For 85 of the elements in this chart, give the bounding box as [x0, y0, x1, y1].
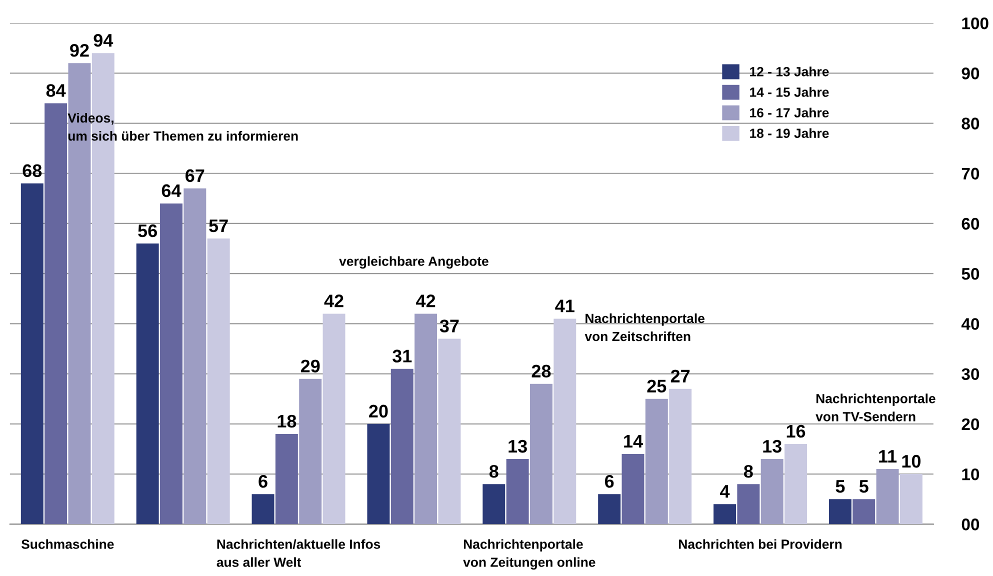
bar — [737, 484, 760, 524]
bar — [390, 368, 414, 524]
data-label: 25 — [647, 380, 666, 393]
x-tick-label: Nachrichten bei Providern — [679, 539, 842, 549]
data-label: 4 — [720, 485, 730, 498]
bar — [482, 484, 506, 524]
y-tick-label: 90 — [962, 68, 980, 80]
data-label: 11 — [879, 450, 897, 463]
x-tick-label: Suchmaschine — [21, 539, 114, 549]
bar — [252, 494, 274, 524]
bar — [44, 103, 68, 524]
bar — [20, 183, 44, 524]
data-label: 10 — [902, 454, 920, 468]
bar — [367, 424, 390, 524]
x-tick-label: Nachrichtenportale von Zeitschriften — [584, 313, 705, 342]
bar — [760, 459, 784, 524]
legend-label: 12 - 13 Jahre — [750, 66, 829, 76]
data-label: 27 — [670, 370, 690, 382]
x-tick-label: Nachrichtenportale von TV-Sendern — [816, 394, 936, 422]
bar — [669, 388, 692, 524]
legend-label: 16 - 17 Jahre — [750, 108, 829, 118]
bar — [322, 314, 346, 524]
y-tick-label: 20 — [962, 418, 980, 430]
data-label: 29 — [300, 360, 320, 372]
y-tick-label: 60 — [962, 218, 980, 230]
data-label: 68 — [22, 164, 42, 178]
bar — [622, 454, 644, 524]
data-label: 64 — [162, 184, 182, 198]
data-label: 16 — [786, 424, 806, 438]
data-label: 20 — [369, 404, 388, 418]
x-tick-label: Nachrichten/aktuelle Infos aus aller Welt — [216, 539, 380, 567]
legend-label: 14 - 15 Jahre — [750, 87, 829, 97]
bar — [554, 318, 576, 524]
x-tick-label: Videos, um sich über Themen zu informieren — [68, 112, 298, 141]
data-label: 6 — [604, 474, 614, 488]
bar — [184, 188, 206, 524]
data-label: 13 — [508, 440, 527, 453]
data-label: 41 — [555, 300, 574, 312]
data-label: 94 — [94, 34, 114, 47]
bar — [438, 338, 461, 524]
bar — [876, 469, 899, 524]
data-label: 42 — [416, 294, 436, 308]
data-label: 67 — [186, 169, 204, 182]
data-label: 56 — [138, 224, 157, 238]
data-label: 8 — [489, 464, 498, 478]
y-tick-label: 50 — [962, 268, 980, 280]
data-label: 13 — [763, 440, 782, 453]
y-tick-label: 00 — [962, 518, 980, 530]
data-label: 6 — [258, 474, 268, 488]
data-label: 28 — [532, 364, 551, 378]
bar — [900, 474, 922, 524]
x-tick-label: vergleichbare Angebote — [339, 256, 488, 269]
bar — [598, 494, 621, 524]
bar — [784, 444, 808, 524]
y-tick-label: 80 — [962, 118, 980, 130]
data-label: 8 — [744, 464, 753, 478]
data-label: 57 — [209, 220, 228, 232]
data-label: 42 — [324, 294, 344, 308]
y-tick-label: 30 — [962, 368, 980, 380]
bar — [275, 434, 298, 524]
data-label: 84 — [46, 84, 66, 97]
bar — [414, 314, 438, 524]
data-label: 92 — [70, 44, 89, 57]
data-label: 31 — [392, 350, 412, 362]
bar — [852, 499, 876, 524]
bar — [828, 499, 852, 524]
bar — [299, 378, 322, 524]
bar — [160, 203, 182, 524]
bar — [714, 504, 736, 524]
y-tick-label: 40 — [961, 318, 980, 330]
data-label: 37 — [440, 320, 459, 332]
data-label: 14 — [624, 435, 643, 448]
legend-label: 18 - 19 Jahre — [750, 128, 829, 138]
bar — [530, 384, 552, 524]
bar — [645, 398, 668, 524]
y-tick-label: 70 — [962, 168, 980, 180]
data-label: 5 — [836, 480, 845, 493]
data-label: 5 — [859, 480, 868, 493]
bar — [506, 459, 529, 524]
data-label: 18 — [278, 414, 296, 428]
y-tick-label: 10 — [962, 468, 980, 480]
y-tick-label: 100 — [962, 17, 988, 30]
bar — [136, 244, 159, 524]
x-tick-label: Nachrichtenportale von Zeitungen online — [463, 539, 596, 570]
bar — [207, 238, 230, 524]
